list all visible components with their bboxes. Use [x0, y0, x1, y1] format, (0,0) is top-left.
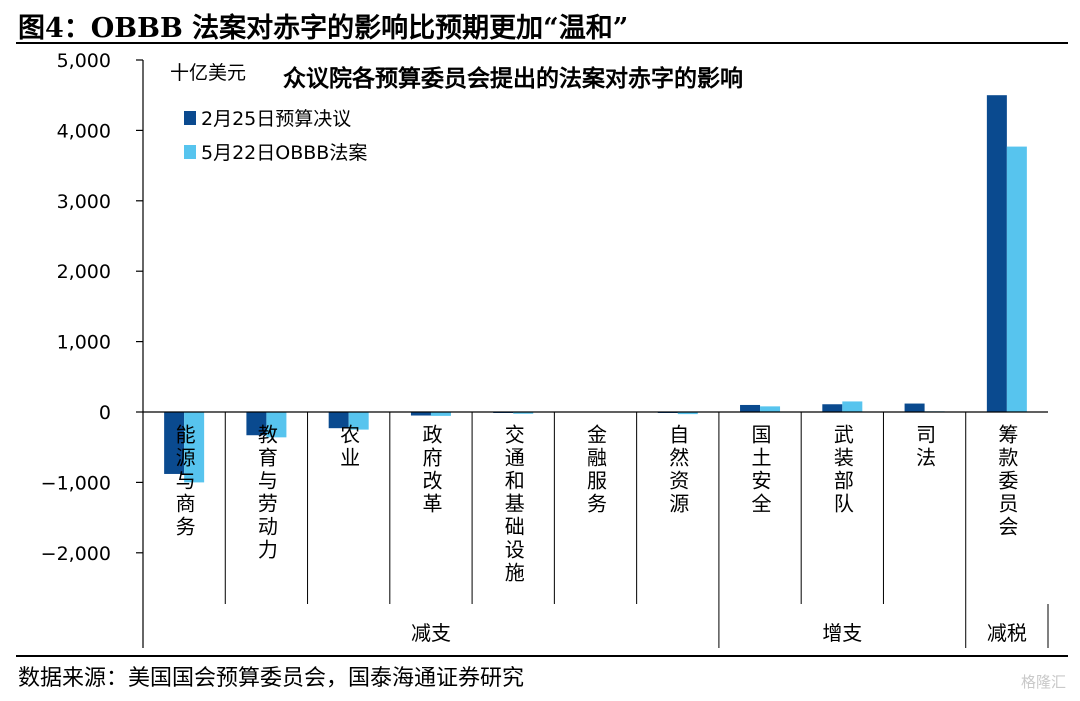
group-label: 增支 [822, 621, 862, 645]
group-label: 减支 [411, 621, 451, 645]
bar-obbb-act [513, 412, 534, 414]
watermark: 格隆汇 [1020, 673, 1066, 691]
top-rule [16, 42, 1068, 44]
y-tick-label: 4,000 [57, 120, 111, 142]
bar-chart: 5,000 4,000 3,000 2,000 1,000 0 −1,000 −2,000 能… [41, 50, 1049, 648]
x-tick-label: 武装部队 [830, 424, 854, 516]
bar-budget-resolution [164, 412, 185, 474]
bar-obbb-act [348, 412, 369, 430]
legend: 2月25日预算决议 5月22日OBBB法案 [184, 108, 367, 164]
y-tick-label: 5,000 [57, 50, 111, 72]
legend-swatch [184, 111, 196, 125]
bar-obbb-act [1006, 146, 1027, 413]
bar-budget-resolution [328, 412, 349, 429]
bar-obbb-act [184, 412, 205, 483]
x-tick-label: 政府改革 [419, 424, 443, 516]
x-tick-label: 金融服务 [584, 424, 608, 516]
y-axis-unit-label: 十亿美元 [170, 62, 246, 84]
legend-label: 5月22日OBBB法案 [201, 142, 367, 164]
bar-budget-resolution [246, 412, 267, 436]
y-tick-label: −1,000 [41, 472, 111, 494]
bar-obbb-act [677, 412, 698, 415]
bar-budget-resolution [904, 403, 925, 412]
bar-obbb-act [266, 412, 287, 438]
figure-title: 图4：OBBB 法案对赤字的影响比预期更加“温和” [18, 13, 629, 44]
y-tick-label: 2,000 [57, 261, 111, 283]
legend-label: 2月25日预算决议 [201, 108, 351, 130]
y-tick-label: 0 [99, 402, 111, 424]
x-tick-label: 教育与劳动力 [254, 424, 278, 562]
y-axis: 5,000 4,000 3,000 2,000 1,000 0 −1,000 −2,000 [41, 50, 144, 648]
chart-title: 众议院各预算委员会提出的法案对赤字的影响 [283, 65, 743, 92]
category-groups: 减支 增支 减税 [411, 604, 1049, 648]
bar-budget-resolution [740, 404, 761, 412]
y-tick-label: 1,000 [57, 332, 111, 354]
bar-obbb-act [430, 412, 451, 416]
bar-budget-resolution [410, 412, 431, 416]
bottom-rule [16, 655, 1068, 657]
group-label: 减税 [987, 621, 1027, 645]
legend-swatch [184, 145, 196, 159]
x-tick-label: 能源与商务 [172, 424, 196, 539]
bar-obbb-act [842, 401, 863, 412]
y-tick-label: 3,000 [57, 191, 111, 213]
bars [164, 95, 1027, 483]
bar-obbb-act [760, 406, 781, 412]
x-tick-label: 筹款委员会 [995, 424, 1019, 539]
bar-budget-resolution [986, 95, 1007, 412]
x-tick-label: 农业 [337, 424, 361, 470]
y-tick-label: −2,000 [41, 543, 111, 565]
x-tick-label: 国土安全 [748, 424, 772, 516]
bar-budget-resolution [822, 404, 843, 412]
x-tick-label: 自然资源 [666, 424, 690, 516]
source-note: 数据来源：美国国会预算委员会，国泰海通证券研究 [18, 666, 525, 691]
x-tick-label: 交通和基础设施 [501, 424, 525, 585]
x-tick-label: 司法 [913, 424, 937, 470]
x-axis: 能源与商务 教育与劳动力 农业 政府改革 交通和基础设施 金融服务 自然资源 国土安全 武装部队… [143, 411, 1048, 604]
